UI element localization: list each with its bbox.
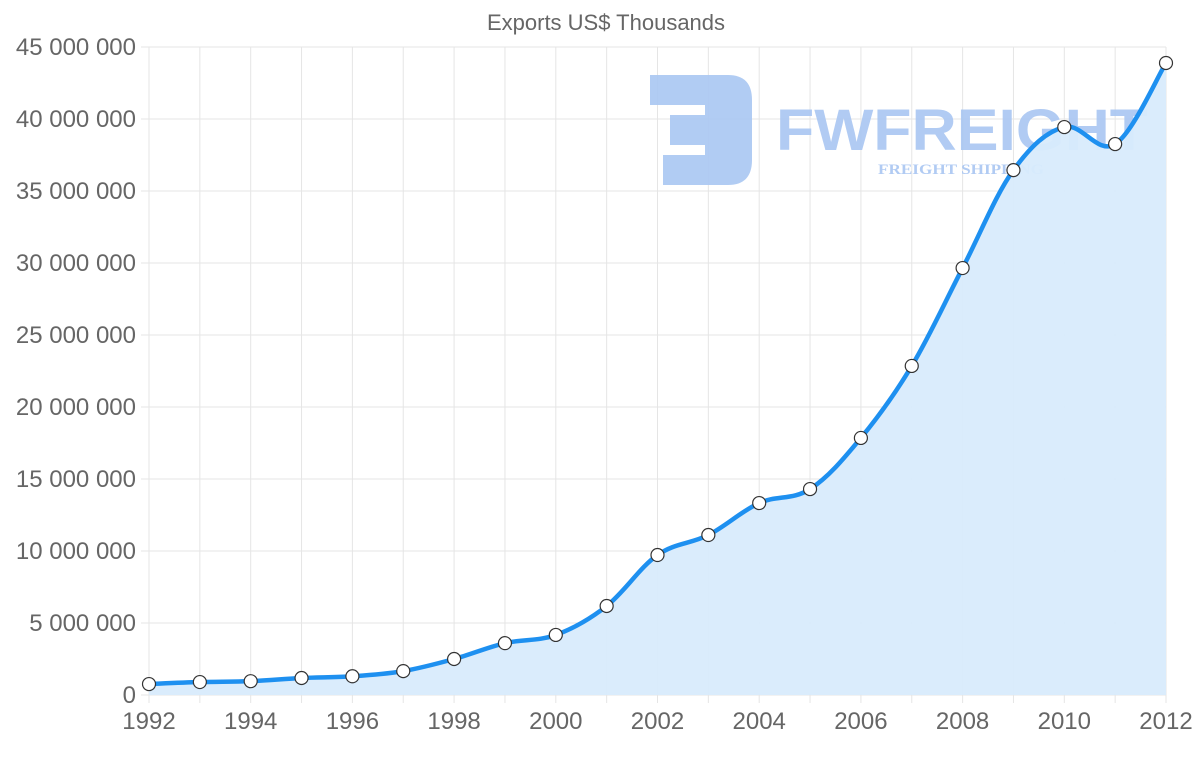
data-point[interactable] [853, 430, 869, 446]
data-point[interactable] [294, 670, 309, 686]
y-tick-label: 15 000 000 [16, 466, 136, 493]
x-tick-label: 2002 [631, 708, 684, 735]
y-tick-label: 40 000 000 [16, 106, 136, 133]
x-tick-label: 2004 [733, 708, 786, 735]
y-tick-label: 35 000 000 [16, 178, 136, 205]
x-tick-label: 2006 [834, 708, 887, 735]
x-tick-label: 1994 [224, 708, 277, 735]
x-tick-label: 2000 [529, 708, 582, 735]
data-point[interactable] [752, 495, 767, 511]
x-tick-label: 2012 [1139, 708, 1192, 735]
data-point[interactable] [548, 627, 563, 643]
data-point[interactable] [192, 674, 207, 690]
y-tick-label: 30 000 000 [16, 250, 136, 277]
chart-title: Exports US$ Thousands [487, 10, 725, 35]
data-point[interactable] [955, 260, 970, 276]
x-tick-label: 1992 [122, 708, 175, 735]
data-point[interactable] [650, 547, 665, 563]
x-tick-label: 2008 [936, 708, 989, 735]
y-tick-label: 0 [123, 682, 136, 709]
area-fill [149, 62, 1166, 695]
data-point[interactable] [447, 651, 462, 667]
watermark-tagline: FREIGHT SHIPPING [878, 162, 1044, 178]
x-axis-ticks: 1992 1994 1996 1998 2000 2002 2004 2006 2008 2010… [122, 708, 1192, 735]
data-point[interactable] [802, 481, 818, 497]
y-tick-label: 25 000 000 [16, 322, 136, 349]
y-axis-ticks: 0 5 000 000 10 000 000 15 000 000 20 000 000… [16, 34, 136, 709]
x-tick-label: 1996 [326, 708, 379, 735]
data-points [141, 55, 1174, 692]
y-tick-label: 20 000 000 [16, 394, 136, 421]
data-point[interactable] [904, 358, 919, 374]
data-point[interactable] [599, 598, 614, 614]
x-tick-label: 2010 [1038, 708, 1091, 735]
data-point[interactable] [141, 676, 157, 692]
y-tick-label: 10 000 000 [16, 538, 136, 565]
data-point[interactable] [1057, 119, 1072, 135]
y-tick-label: 45 000 000 [16, 34, 136, 61]
data-point[interactable] [1158, 55, 1174, 71]
data-point[interactable] [396, 663, 411, 679]
data-point[interactable] [1006, 163, 1021, 178]
x-tick-label: 1998 [427, 708, 480, 735]
data-point[interactable] [1108, 136, 1123, 152]
data-point[interactable] [345, 669, 360, 684]
y-tick-label: 5 000 000 [29, 610, 136, 637]
data-point[interactable] [497, 636, 513, 651]
data-point[interactable] [243, 674, 258, 689]
fw-logo-icon [650, 75, 752, 185]
data-point[interactable] [701, 527, 716, 543]
